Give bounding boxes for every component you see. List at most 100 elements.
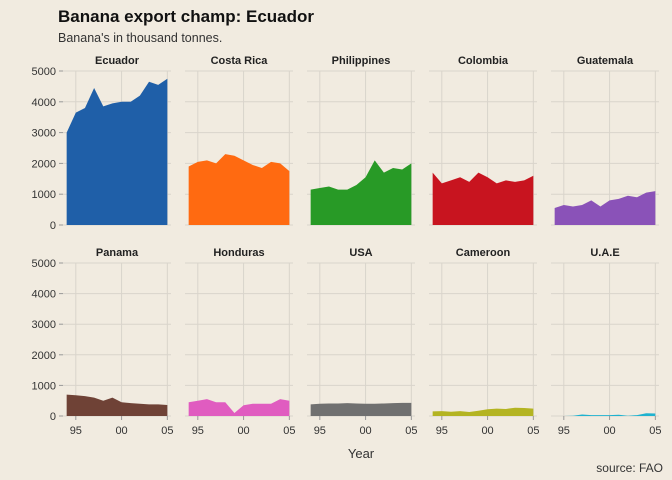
chart-caption: source: FAO <box>596 461 663 475</box>
data-point-usa <box>402 402 403 403</box>
y-tick-label: 2000 <box>32 350 56 362</box>
data-point-colombia <box>469 181 470 182</box>
data-point-guatemala <box>646 192 647 193</box>
y-tick-label: 3000 <box>32 128 56 140</box>
data-point-philippines <box>383 172 384 173</box>
data-point-ecuador <box>158 84 159 85</box>
data-point-guatemala <box>609 200 610 201</box>
data-point-panama <box>75 395 76 396</box>
facet-label-cameroon: Cameroon <box>456 247 511 259</box>
data-point-honduras <box>243 405 244 406</box>
data-point-cameroon <box>450 411 451 412</box>
data-point-costa-rica <box>252 164 253 165</box>
data-point-honduras <box>216 402 217 403</box>
data-point-guatemala <box>636 197 637 198</box>
facet-label-ecuador: Ecuador <box>95 55 140 67</box>
data-point-guatemala <box>582 204 583 205</box>
data-point-panama <box>84 396 85 397</box>
data-point-honduras <box>289 400 290 401</box>
y-tick-label: 5000 <box>32 258 56 270</box>
facet-label-u-a-e: U.A.E <box>590 247 619 259</box>
x-tick-label: 05 <box>283 425 295 437</box>
data-point-honduras <box>188 402 189 403</box>
data-point-ecuador <box>103 106 104 107</box>
data-point-cameroon <box>514 407 515 408</box>
data-point-honduras <box>206 399 207 400</box>
data-point-cameroon <box>487 409 488 410</box>
data-point-guatemala <box>627 195 628 196</box>
area-usa <box>310 402 412 416</box>
data-point-ecuador <box>167 78 168 79</box>
data-point-philippines <box>411 163 412 164</box>
x-tick-label: 00 <box>115 425 127 437</box>
data-point-colombia <box>460 177 461 178</box>
data-point-cameroon <box>505 408 506 409</box>
x-tick-label: 95 <box>192 425 204 437</box>
x-tick-label: 00 <box>359 425 371 437</box>
x-tick-label: 95 <box>70 425 82 437</box>
data-point-usa <box>383 403 384 404</box>
data-point-panama <box>167 404 168 405</box>
data-point-costa-rica <box>289 171 290 172</box>
data-point-costa-rica <box>188 166 189 167</box>
data-point-philippines <box>338 189 339 190</box>
data-point-usa <box>356 403 357 404</box>
data-point-honduras <box>225 402 226 403</box>
data-point-ecuador <box>94 87 95 88</box>
data-point-colombia <box>450 180 451 181</box>
data-point-u-a-e <box>618 414 619 415</box>
x-tick-label: 00 <box>237 425 249 437</box>
data-point-guatemala <box>618 198 619 199</box>
data-point-colombia <box>524 180 525 181</box>
data-point-u-a-e <box>636 414 637 415</box>
x-tick-label: 95 <box>436 425 448 437</box>
data-point-colombia <box>514 181 515 182</box>
data-point-usa <box>392 403 393 404</box>
data-point-philippines <box>392 167 393 168</box>
data-point-colombia <box>533 175 534 176</box>
y-tick-label: 1000 <box>32 380 56 392</box>
data-point-ecuador <box>112 103 113 104</box>
data-point-guatemala <box>600 206 601 207</box>
y-tick-label: 4000 <box>32 289 56 301</box>
data-point-u-a-e <box>600 414 601 415</box>
data-point-guatemala <box>572 206 573 207</box>
chart-title: Banana export champ: Ecuador <box>58 7 314 26</box>
area-cameroon <box>432 407 534 416</box>
data-point-panama <box>139 403 140 404</box>
data-point-guatemala <box>591 200 592 201</box>
data-point-honduras <box>270 403 271 404</box>
data-point-panama <box>103 400 104 401</box>
data-point-cameroon <box>469 411 470 412</box>
x-axis-title: Year <box>348 446 375 461</box>
data-point-guatemala <box>563 204 564 205</box>
data-point-philippines <box>374 160 375 161</box>
data-point-u-a-e <box>609 414 610 415</box>
data-point-ecuador <box>148 81 149 82</box>
area-philippines <box>310 160 412 225</box>
data-point-usa <box>365 403 366 404</box>
x-tick-label: 95 <box>558 425 570 437</box>
x-tick-label: 05 <box>405 425 417 437</box>
data-point-usa <box>411 402 412 403</box>
data-point-costa-rica <box>261 167 262 168</box>
data-point-philippines <box>310 189 311 190</box>
area-guatemala <box>554 191 656 225</box>
data-point-colombia <box>441 183 442 184</box>
data-point-u-a-e <box>572 415 573 416</box>
data-point-costa-rica <box>234 155 235 156</box>
data-point-u-a-e <box>591 414 592 415</box>
data-point-panama <box>66 394 67 395</box>
data-point-cameroon <box>524 407 525 408</box>
data-point-colombia <box>432 172 433 173</box>
data-point-usa <box>347 403 348 404</box>
data-point-cameroon <box>441 411 442 412</box>
data-point-colombia <box>487 177 488 178</box>
data-point-honduras <box>252 403 253 404</box>
area-ecuador <box>66 78 168 225</box>
data-point-colombia <box>478 172 479 173</box>
data-point-costa-rica <box>197 161 198 162</box>
y-tick-label: 5000 <box>32 66 56 78</box>
data-point-panama <box>130 403 131 404</box>
